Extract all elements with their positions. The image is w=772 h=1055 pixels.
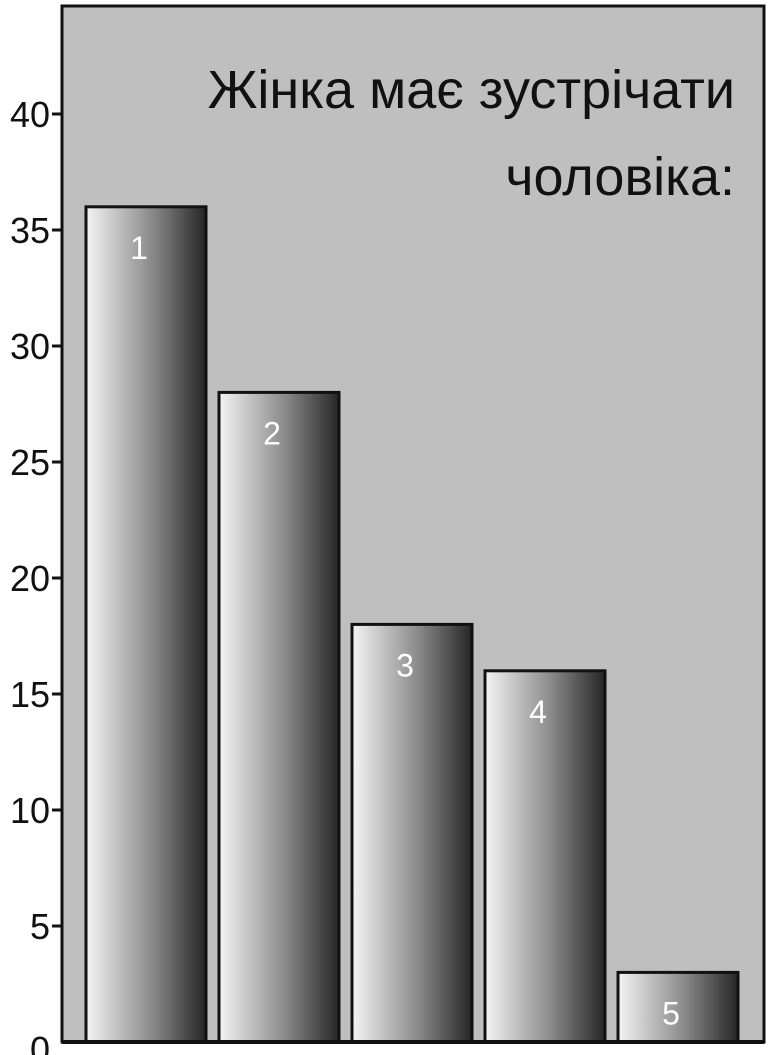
bar-category-label: 2 [263, 415, 281, 451]
y-tick-label: 25 [10, 442, 50, 483]
bar-category-label: 1 [130, 230, 148, 266]
y-tick-label: 20 [10, 558, 50, 599]
y-tick-label: 35 [10, 210, 50, 251]
y-tick-label: 40 [10, 94, 50, 135]
y-tick-label: 5 [30, 906, 50, 947]
bar-2 [217, 390, 341, 1044]
y-tick-label: 0 [30, 1029, 50, 1055]
y-tick-label: 10 [10, 790, 50, 831]
bar-1 [84, 205, 208, 1044]
bar-category-label: 3 [396, 647, 414, 683]
bar-category-label: 4 [529, 694, 547, 730]
y-tick-label: 15 [10, 674, 50, 715]
y-tick-label: 30 [10, 326, 50, 367]
bar-3 [350, 622, 474, 1044]
bar-category-label: 5 [662, 995, 680, 1031]
bar-4 [483, 669, 607, 1044]
chart-title-line-1: Жінка має зустрічати [208, 60, 735, 120]
chart-title-line-2: чоловіка: [505, 147, 735, 207]
